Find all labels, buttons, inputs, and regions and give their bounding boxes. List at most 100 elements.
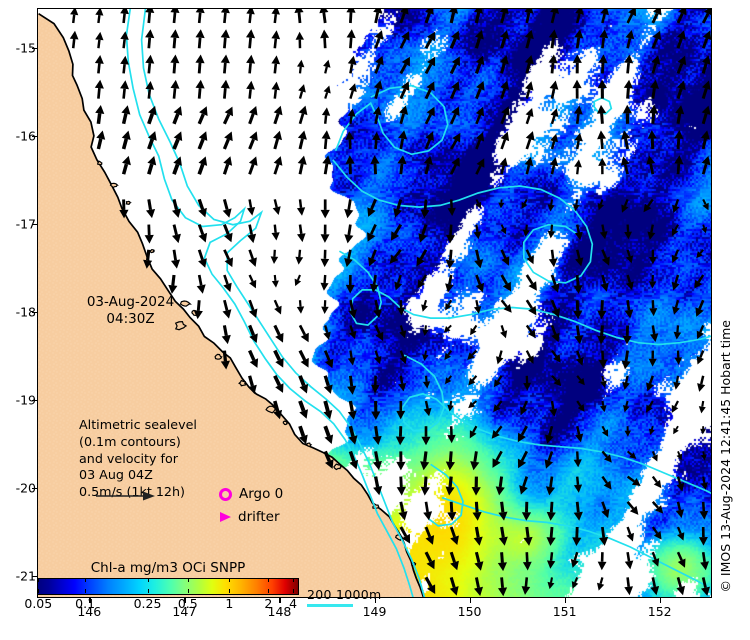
colorbar-tick-mark-lower <box>268 589 270 593</box>
velocity-vector-head <box>271 55 281 65</box>
velocity-vector <box>298 163 304 175</box>
velocity-vector <box>399 350 405 358</box>
velocity-vector <box>651 37 659 49</box>
velocity-vector-head <box>498 202 505 209</box>
velocity-vector-head <box>528 305 537 316</box>
velocity-vector <box>500 249 507 259</box>
velocity-vector-head <box>499 157 508 167</box>
velocity-vector-head <box>517 432 526 443</box>
velocity-vector-head <box>672 204 680 213</box>
velocity-vector-head <box>703 9 711 16</box>
velocity-vector-head <box>696 251 703 259</box>
velocity-vector-head <box>420 461 430 471</box>
colorbar-label-0.5: 0.5 <box>177 596 198 611</box>
velocity-vector-head <box>96 130 106 140</box>
velocity-vector <box>424 325 427 330</box>
velocity-vector <box>498 476 504 488</box>
velocity-vector-head <box>577 404 585 412</box>
velocity-vector-head <box>447 512 457 521</box>
velocity-vector-head <box>421 436 431 446</box>
velocity-vector <box>575 274 580 286</box>
velocity-vector <box>550 224 554 232</box>
island <box>179 300 192 307</box>
velocity-vector <box>525 274 534 285</box>
velocity-vector <box>651 325 656 335</box>
velocity-vector <box>576 400 582 407</box>
velocity-vector <box>601 350 605 360</box>
velocity-vector <box>575 300 580 311</box>
velocity-vector <box>197 198 205 210</box>
velocity-vector-head <box>320 258 330 268</box>
velocity-vector-head <box>273 105 283 116</box>
velocity-vector <box>674 249 680 257</box>
velocity-vector-head <box>572 204 580 212</box>
velocity-vector <box>424 375 428 382</box>
velocity-vector <box>475 114 482 125</box>
velocity-vector <box>500 577 505 589</box>
velocity-vector <box>650 224 654 233</box>
velocity-vector-head <box>371 411 381 420</box>
velocity-vector <box>525 115 531 125</box>
velocity-vector <box>273 299 279 308</box>
map-plot-area[interactable]: 03-Aug-2024 04:30Z Altimetric sealevel (0.… <box>37 8 712 598</box>
velocity-vector-head <box>246 80 255 90</box>
velocity-vector-head <box>599 536 609 546</box>
velocity-vector-head <box>246 54 256 64</box>
velocity-vector <box>525 138 532 150</box>
velocity-vector-head <box>420 486 430 496</box>
velocity-vector <box>702 476 706 484</box>
velocity-vector-head <box>696 330 704 340</box>
velocity-vector-head <box>121 105 131 115</box>
velocity-vector <box>525 526 530 538</box>
velocity-vector-head <box>347 108 356 117</box>
velocity-vector-head <box>500 80 510 90</box>
velocity-vector-head <box>498 587 508 597</box>
velocity-vector <box>421 224 428 236</box>
velocity-vector <box>525 299 533 309</box>
velocity-vector-head <box>224 131 233 142</box>
velocity-vector-head <box>629 505 639 515</box>
velocity-vector-head <box>451 56 460 67</box>
velocity-vector <box>324 325 329 333</box>
velocity-vector-head <box>195 9 205 14</box>
velocity-vector-head <box>573 310 583 320</box>
velocity-vector-head <box>599 231 608 240</box>
velocity-vector-head <box>526 255 534 265</box>
y-tick-mark <box>32 575 37 578</box>
velocity-vector-head <box>299 409 308 419</box>
velocity-vector-head <box>445 283 454 293</box>
velocity-vector <box>397 274 402 284</box>
velocity-vector <box>97 39 101 49</box>
velocity-vector-head <box>319 9 329 14</box>
velocity-vector-head <box>95 9 104 16</box>
velocity-vector <box>475 165 482 175</box>
velocity-vector-head <box>422 354 429 361</box>
velocity-vector-head <box>271 30 281 40</box>
ssh-contour <box>401 354 711 495</box>
colorbar-label-0.05: 0.05 <box>24 596 53 611</box>
y-tick-neg18: -18 <box>15 304 36 320</box>
velocity-vector-head <box>631 478 641 486</box>
velocity-vector <box>298 199 303 208</box>
velocity-vector <box>702 224 706 229</box>
velocity-vector <box>273 13 278 24</box>
velocity-vector-head <box>296 207 306 216</box>
altimetry-line1: Altimetric sealevel <box>79 417 197 432</box>
velocity-vector <box>222 199 229 210</box>
velocity-vector <box>549 552 554 561</box>
velocity-vector-head <box>447 434 456 444</box>
velocity-vector-head <box>574 335 584 345</box>
velocity-vector <box>626 475 635 483</box>
velocity-vector-head <box>623 79 633 89</box>
velocity-vector-head <box>550 108 559 117</box>
velocity-vector <box>399 163 404 175</box>
velocity-vector-head <box>370 155 380 164</box>
velocity-vector-head <box>672 306 680 315</box>
velocity-vector <box>599 577 604 585</box>
velocity-vector-head <box>495 486 505 496</box>
coastline <box>38 12 425 597</box>
velocity-vector-head <box>474 259 484 269</box>
velocity-vector <box>625 400 629 407</box>
velocity-vector <box>701 501 706 512</box>
velocity-vector <box>393 248 402 259</box>
